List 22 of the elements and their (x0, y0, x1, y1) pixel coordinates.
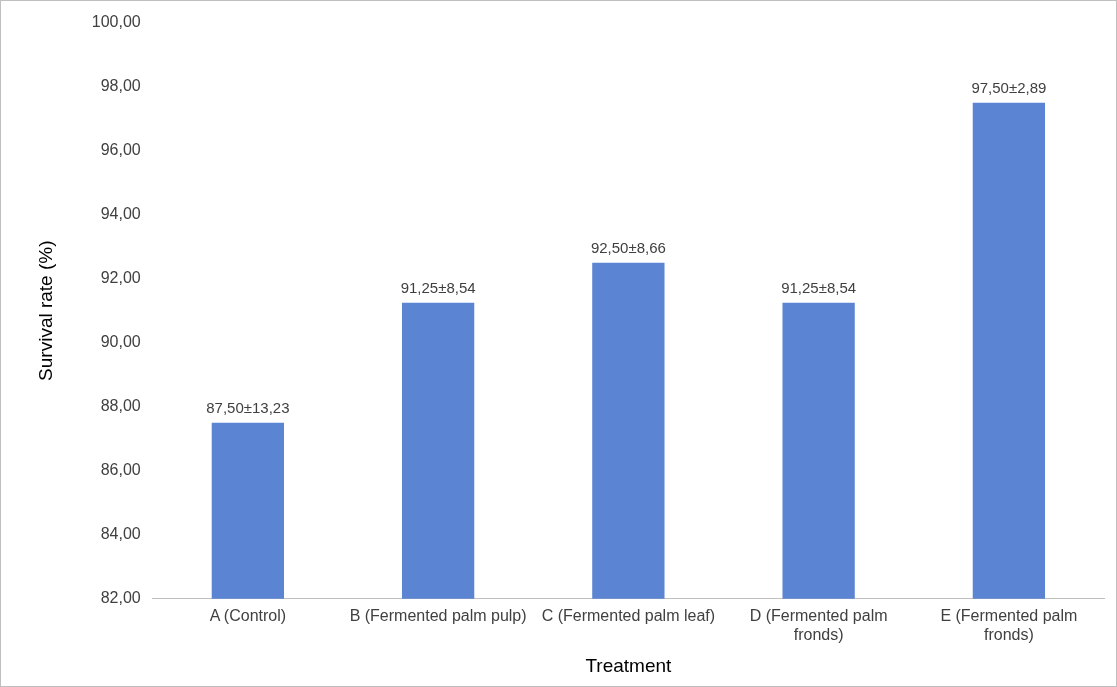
y-tick-label: 94,00 (100, 205, 141, 223)
data-label: 92,50±8,66 (590, 239, 666, 257)
x-tick-label: E (Fermented palm fronds) (940, 606, 1078, 644)
data-label: 91,25±8,54 (400, 279, 476, 297)
data-label: 87,50±13,23 (206, 399, 290, 417)
y-axis-title: Survival rate (%) (34, 240, 56, 381)
y-tick-label: 92,00 (100, 269, 141, 287)
x-tick-label: D (Fermented palm fronds) (749, 606, 888, 644)
data-label: 97,50±2,89 (971, 79, 1047, 97)
x-tick-label: C (Fermented palm leaf) (541, 606, 716, 624)
data-label: 91,25±8,54 (781, 279, 857, 297)
y-tick-label: 90,00 (100, 333, 141, 351)
y-tick-label: 82,00 (100, 589, 141, 607)
y-tick-label: 98,00 (100, 77, 141, 95)
y-tick-label: 84,00 (100, 525, 141, 543)
x-axis-title: Treatment (585, 654, 673, 676)
x-tick-label: B (Fermented palm pulp) (349, 606, 527, 624)
x-tick-label: A (Control) (209, 606, 287, 624)
y-tick-label: 88,00 (100, 397, 141, 415)
y-tick-label: 86,00 (100, 461, 141, 479)
y-tick-label: 100,00 (91, 13, 141, 31)
y-tick-label: 96,00 (100, 141, 141, 159)
